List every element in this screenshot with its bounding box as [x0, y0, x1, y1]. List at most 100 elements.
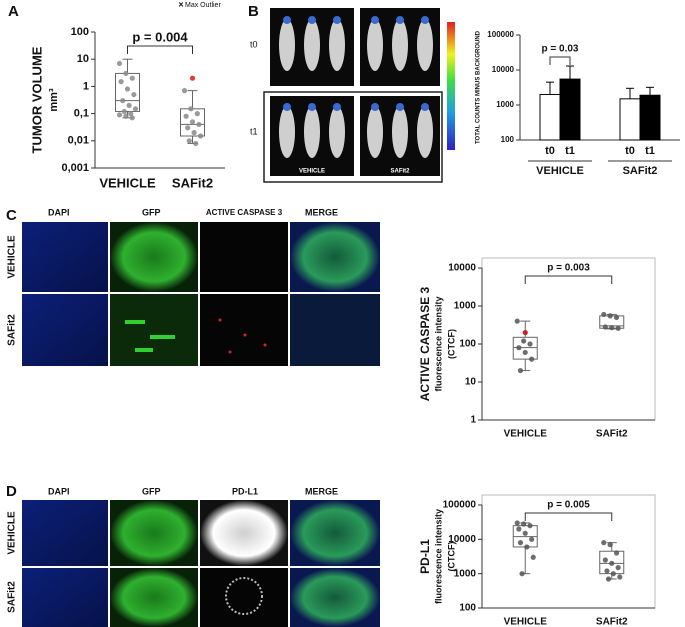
data-point [514, 520, 520, 526]
panel-letter: A [8, 3, 19, 20]
imaging-images [263, 8, 455, 183]
data-point [197, 133, 204, 139]
series-label: t0 [625, 145, 635, 157]
y-axis-label: (CTCF) [446, 542, 456, 572]
row-label: SAFit2 [7, 314, 18, 346]
p-value: p = 0.005 [547, 500, 590, 511]
data-point [609, 325, 615, 331]
row-label: t1 [250, 126, 258, 136]
data-point [521, 521, 527, 527]
row-label: t0 [250, 39, 258, 49]
x-group-label: VEHICLE [536, 165, 584, 177]
plot-frame [481, 494, 656, 609]
column-label: MERGE [305, 207, 338, 217]
data-point [131, 91, 137, 98]
y-tick-label: 1 [83, 80, 89, 92]
bar [539, 93, 561, 141]
y-axis-label: (CTCF) [446, 329, 456, 359]
significance-bracket [524, 512, 613, 521]
y-tick-label: 100 [459, 339, 476, 350]
y-axis-label: fluorescence intensity [433, 509, 443, 604]
data-point [129, 115, 135, 121]
x-tick-label: SAFit2 [596, 429, 628, 440]
y-axis-label: TOTAL COUNTS MINUS BACKGROUND [476, 30, 482, 144]
y-tick-label: 1000 [496, 100, 514, 109]
data-point [617, 574, 623, 580]
data-point [120, 98, 126, 104]
data-point [602, 557, 608, 563]
y-tick-label: 10000 [492, 65, 515, 74]
x-tick-label: SAFit2 [172, 175, 213, 190]
data-point [186, 138, 192, 144]
significance-bracket [524, 275, 613, 284]
y-tick-label: 100000 [487, 30, 514, 39]
data-point [613, 314, 620, 321]
data-point [609, 560, 615, 566]
data-point [123, 113, 129, 119]
bar [639, 94, 661, 141]
y-tick-label: 0,1 [74, 108, 89, 120]
p-value: p = 0.004 [132, 29, 188, 44]
bar [559, 78, 581, 141]
x-group-label: SAFit2 [623, 165, 658, 177]
panel-letter: C [6, 207, 17, 224]
data-point [196, 121, 202, 128]
outlier [522, 329, 528, 336]
data-point [615, 565, 621, 571]
panel-letter: B [248, 3, 259, 20]
outlier [189, 75, 196, 81]
y-axis-label: TUMOR VOLUME [29, 46, 44, 153]
y-axis-label: mm³ [48, 88, 60, 112]
data-point [123, 70, 129, 77]
legend-marker: × [178, 0, 183, 9]
data-point [185, 125, 191, 131]
data-point [522, 349, 528, 356]
column-label: DAPI [48, 486, 70, 496]
series-label: t0 [545, 145, 555, 157]
column-label: DAPI [48, 207, 70, 217]
data-point [132, 106, 139, 112]
data-point [116, 112, 123, 118]
data-point [191, 130, 197, 136]
column-label: PD-L1 [232, 486, 258, 496]
data-point [529, 356, 535, 362]
data-point [193, 140, 199, 147]
data-point [605, 576, 612, 582]
y-tick-label: 100 [501, 135, 515, 144]
microscopy-c [22, 222, 380, 366]
plot-frame [481, 257, 656, 421]
p-value: p = 0.003 [547, 263, 590, 274]
image-label: VEHICLE [299, 169, 325, 175]
bar [619, 98, 641, 141]
column-label: ACTIVE CASPASE 3 [206, 208, 283, 217]
data-point [194, 111, 200, 117]
data-point [602, 324, 608, 330]
data-point [189, 119, 196, 125]
series-label: t1 [565, 145, 575, 157]
y-tick-label: 1 [470, 415, 476, 426]
image-label: SAFit2 [390, 169, 410, 175]
data-point [524, 544, 530, 550]
y-axis-label: PD-L1 [418, 539, 432, 574]
y-tick-label: 10 [465, 377, 477, 388]
row-label: VEHICLE [7, 511, 18, 555]
column-label: GFP [142, 486, 161, 496]
data-point [519, 571, 525, 577]
significance-bracket [127, 45, 193, 54]
data-point [517, 540, 524, 546]
column-label: GFP [142, 207, 161, 217]
data-point [118, 79, 124, 85]
y-tick-label: 100 [459, 603, 476, 614]
data-point [116, 60, 123, 67]
series-label: t1 [645, 145, 655, 157]
row-label: VEHICLE [7, 235, 18, 279]
data-point [615, 325, 621, 331]
data-point [604, 568, 610, 574]
column-label: MERGE [305, 486, 338, 496]
data-point [514, 318, 520, 324]
data-point [610, 571, 616, 577]
data-point [613, 550, 620, 556]
significance-bracket [549, 56, 571, 65]
x-tick-label: SAFit2 [596, 617, 628, 627]
